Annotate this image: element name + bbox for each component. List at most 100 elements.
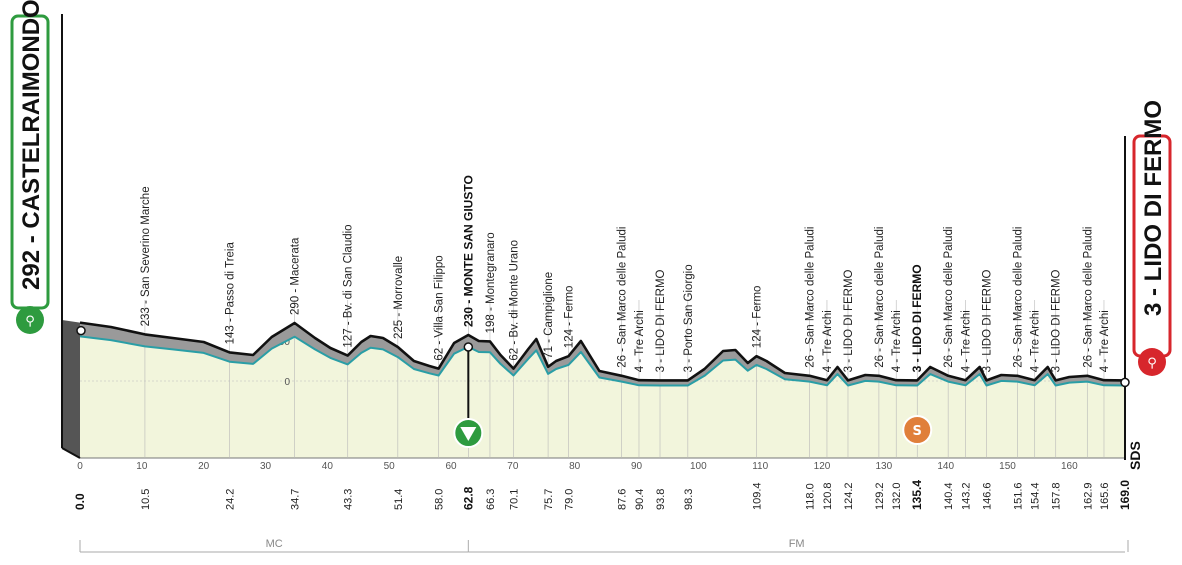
place-labels: 233 - San Severino Marche 143 - Passo di … bbox=[140, 175, 1111, 372]
place-label: 127 - Bv. di San Claudio bbox=[343, 224, 355, 347]
km-label: 132.0 bbox=[891, 482, 903, 510]
km-label: 157.8 bbox=[1051, 482, 1063, 510]
region-label: MC bbox=[266, 538, 283, 550]
sprint-symbol: S bbox=[913, 424, 922, 439]
place-label: 62 - Bv. di Monte Urano bbox=[509, 240, 521, 361]
x-tick-label: 60 bbox=[445, 461, 457, 472]
finish-cyclist-icon bbox=[1138, 348, 1166, 376]
sprint-icon: S bbox=[902, 415, 933, 445]
km-label: 62.8 bbox=[461, 486, 475, 510]
km-label: 129.2 bbox=[874, 482, 886, 510]
km-label: 143.2 bbox=[961, 482, 973, 510]
start-point bbox=[76, 325, 86, 336]
km-label: 120.8 bbox=[822, 482, 834, 510]
x-tick-label: 130 bbox=[876, 461, 893, 472]
x-tick-label: 70 bbox=[507, 461, 519, 472]
place-label: 3 - LIDO DI FERMO bbox=[982, 269, 994, 372]
km-labels: 0.0 10.5 24.2 34.7 43.3 51.4 58.0 62.8 66.3 70.1 7… bbox=[73, 480, 1132, 510]
elevation-profile bbox=[76, 321, 1130, 388]
km-label: 135.4 bbox=[910, 480, 924, 510]
finish-badge: 3 - LIDO DI FERMO ⚲ bbox=[1132, 100, 1172, 376]
km-label: 24.2 bbox=[225, 489, 237, 510]
x-tick-label: 40 bbox=[322, 461, 334, 472]
place-label: 62 - Villa San Filippo bbox=[434, 255, 446, 360]
place-label: 3 - LIDO DI FERMO bbox=[843, 269, 855, 372]
km-label: 93.8 bbox=[655, 489, 667, 510]
x-tick-label: 0 bbox=[77, 461, 83, 472]
km-label: 140.4 bbox=[943, 482, 955, 510]
km-label: 165.6 bbox=[1099, 482, 1111, 510]
place-label: 4 - Tre Archi bbox=[891, 310, 903, 372]
km-label: 162.9 bbox=[1082, 482, 1094, 510]
place-label: 198 - Montegranaro bbox=[485, 232, 497, 333]
region-label: FM bbox=[789, 538, 805, 550]
place-label: 3 - LIDO DI FERMO bbox=[910, 264, 924, 372]
place-label: 26 - San Marco delle Paludi bbox=[943, 227, 955, 368]
place-label: 225 - Morrovalle bbox=[393, 256, 405, 339]
km-label: 43.3 bbox=[343, 489, 355, 510]
km-label: 154.4 bbox=[1030, 482, 1042, 510]
y-tick-label: 0 bbox=[284, 377, 290, 388]
x-tick-label: 110 bbox=[752, 461, 768, 472]
km-label: 51.4 bbox=[393, 489, 405, 510]
profile-left-edge bbox=[61, 447, 81, 459]
km-label: 66.3 bbox=[485, 489, 497, 510]
x-tick-label: 30 bbox=[260, 461, 272, 472]
place-label: 26 - San Marco delle Paludi bbox=[1082, 227, 1094, 368]
x-tick-label: 160 bbox=[1061, 461, 1078, 472]
start-cyclist-icon bbox=[16, 306, 44, 334]
km-label: 98.3 bbox=[683, 489, 695, 510]
place-label: 4 - Tre Archi bbox=[822, 310, 834, 372]
finish-cyclist-glyph: ⚲ bbox=[1147, 356, 1157, 371]
finish-point bbox=[1120, 377, 1130, 388]
place-label: 4 - Tre Archi bbox=[634, 310, 646, 372]
mountain-sprint-icon bbox=[453, 342, 484, 448]
km-label: 90.4 bbox=[634, 489, 646, 510]
x-tick-label: 50 bbox=[384, 461, 396, 472]
place-label: 3 - LIDO DI FERMO bbox=[1051, 269, 1063, 372]
x-tick-label: 10 bbox=[136, 461, 148, 472]
place-label: 124 - Fermo bbox=[752, 286, 764, 349]
place-label: 4 - Tre Archi bbox=[1030, 310, 1042, 372]
x-tick-label: 80 bbox=[569, 461, 581, 472]
place-label: 4 - Tre Archi bbox=[1099, 310, 1111, 372]
place-label: 290 - Macerata bbox=[290, 237, 302, 315]
place-label: 26 - San Marco delle Paludi bbox=[617, 227, 629, 368]
sds-credit: SDS bbox=[1127, 441, 1143, 470]
km-label: 34.7 bbox=[290, 489, 302, 510]
x-tick-label: 20 bbox=[198, 461, 210, 472]
start-cyclist-glyph: ⚲ bbox=[25, 314, 35, 329]
km-label: 109.4 bbox=[752, 482, 764, 510]
x-tick-label: 120 bbox=[814, 461, 831, 472]
finish-label: 3 - LIDO DI FERMO bbox=[1140, 100, 1167, 316]
km-label: 151.6 bbox=[1012, 482, 1024, 510]
place-label: 4 - Tre Archi bbox=[961, 310, 973, 372]
place-label: 71 - Campiglione bbox=[543, 272, 555, 359]
km-label: 87.6 bbox=[617, 489, 629, 510]
gpm-triangle bbox=[460, 427, 477, 441]
sprint-badge bbox=[902, 415, 933, 445]
profile-left-side bbox=[62, 320, 80, 458]
x-tick-label: 150 bbox=[999, 461, 1016, 472]
place-label: 26 - San Marco delle Paludi bbox=[805, 227, 817, 368]
province-bands: MC FM bbox=[79, 538, 1129, 553]
km-label: 75.7 bbox=[543, 489, 555, 510]
place-label: 233 - San Severino Marche bbox=[140, 186, 152, 326]
km-label: 70.1 bbox=[509, 489, 521, 510]
place-label: 26 - San Marco delle Paludi bbox=[1012, 227, 1024, 368]
place-label: 124 - Fermo bbox=[564, 286, 576, 349]
gpm-point bbox=[463, 342, 474, 352]
x-tick-label: 100 bbox=[690, 461, 707, 472]
x-tick-label: 90 bbox=[631, 461, 643, 472]
road-line bbox=[79, 335, 1126, 387]
place-label: 143 - Passo di Treia bbox=[225, 242, 237, 345]
place-label: 3 - LIDO DI FERMO bbox=[655, 269, 667, 372]
start-label: 292 - CASTELRAIMONDO bbox=[18, 0, 45, 290]
profile-top-edge bbox=[79, 321, 1126, 382]
place-label: 3 - Porto San Giorgio bbox=[683, 264, 695, 372]
km-label: 0.0 bbox=[73, 493, 87, 510]
place-label: 26 - San Marco delle Paludi bbox=[874, 227, 886, 368]
km-label: 146.6 bbox=[982, 482, 994, 510]
start-badge: 292 - CASTELRAIMONDO ⚲ bbox=[10, 0, 50, 334]
km-label: 58.0 bbox=[434, 489, 446, 510]
